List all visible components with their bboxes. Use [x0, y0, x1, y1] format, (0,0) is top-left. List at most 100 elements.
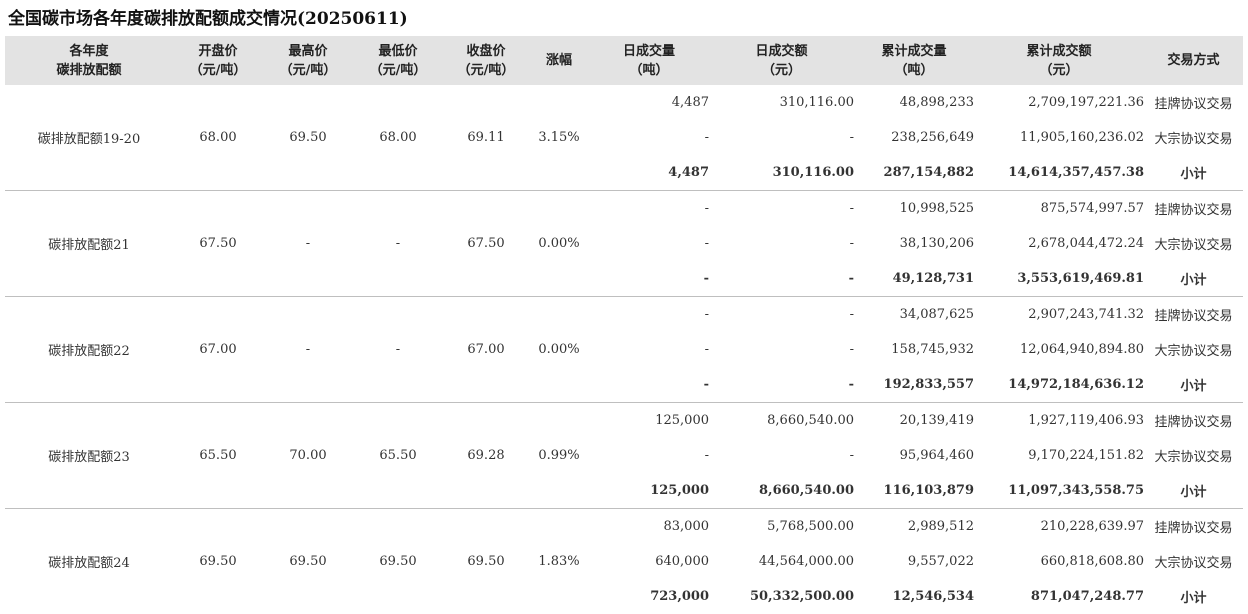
column-header-line: 收盘价 [443, 42, 529, 61]
column-header: 累计成交额（元） [974, 36, 1144, 85]
cumulative-volume-cell: 116,103,879 [854, 473, 974, 509]
cumulative-volume-cell: 95,964,460 [854, 438, 974, 473]
daily-volume-cell: - [589, 191, 709, 227]
column-header-line: 涨幅 [529, 51, 589, 70]
low-price-cell: - [353, 297, 443, 403]
cumulative-amount-cell: 2,907,243,741.32 [974, 297, 1144, 333]
cumulative-volume-cell: 287,154,882 [854, 155, 974, 191]
cumulative-volume-cell: 48,898,233 [854, 85, 974, 120]
high-price-cell: 69.50 [263, 509, 353, 614]
allowance-year-cell: 碳排放配额21 [5, 191, 173, 297]
cumulative-amount-cell: 9,170,224,151.82 [974, 438, 1144, 473]
column-header: 交易方式 [1144, 36, 1243, 85]
close-price-cell: 69.11 [443, 85, 529, 191]
column-header: 开盘价（元/吨） [173, 36, 263, 85]
daily-volume-cell: 125,000 [589, 403, 709, 439]
cumulative-volume-cell: 34,087,625 [854, 297, 974, 333]
cumulative-volume-cell: 20,139,419 [854, 403, 974, 439]
daily-volume-cell: 640,000 [589, 544, 709, 579]
cumulative-volume-cell: 38,130,206 [854, 226, 974, 261]
daily-amount-cell: - [709, 367, 854, 403]
cumulative-amount-cell: 875,574,997.57 [974, 191, 1144, 227]
close-price-cell: 69.50 [443, 509, 529, 614]
close-price-cell: 69.28 [443, 403, 529, 509]
trade-mode-cell: 大宗协议交易 [1144, 226, 1243, 261]
trade-mode-cell: 大宗协议交易 [1144, 120, 1243, 155]
daily-volume-cell: - [589, 261, 709, 297]
open-price-cell: 67.00 [173, 297, 263, 403]
daily-volume-cell: 83,000 [589, 509, 709, 545]
daily-amount-cell: - [709, 120, 854, 155]
daily-volume-cell: - [589, 297, 709, 333]
daily-amount-cell: 8,660,540.00 [709, 473, 854, 509]
daily-amount-cell: - [709, 332, 854, 367]
column-header-line: 碳排放配额 [5, 61, 173, 80]
column-header-line: 日成交额 [709, 42, 854, 61]
open-price-cell: 69.50 [173, 509, 263, 614]
daily-volume-cell: 125,000 [589, 473, 709, 509]
column-header-line: （元） [974, 61, 1144, 80]
daily-volume-cell: - [589, 332, 709, 367]
column-header: 涨幅 [529, 36, 589, 85]
daily-volume-cell: 4,487 [589, 155, 709, 191]
column-header-line: 最高价 [263, 42, 353, 61]
cumulative-amount-cell: 12,064,940,894.80 [974, 332, 1144, 367]
column-header-line: 累计成交额 [974, 42, 1144, 61]
low-price-cell: - [353, 191, 443, 297]
trade-mode-cell: 大宗协议交易 [1144, 438, 1243, 473]
column-header-line: 累计成交量 [854, 42, 974, 61]
cumulative-volume-cell: 2,989,512 [854, 509, 974, 545]
cumulative-amount-cell: 11,905,160,236.02 [974, 120, 1144, 155]
cumulative-volume-cell: 10,998,525 [854, 191, 974, 227]
table-header: 各年度碳排放配额开盘价（元/吨）最高价（元/吨）最低价（元/吨）收盘价（元/吨）… [5, 36, 1243, 85]
daily-volume-cell: - [589, 120, 709, 155]
open-price-cell: 68.00 [173, 85, 263, 191]
open-price-cell: 65.50 [173, 403, 263, 509]
column-header-line: 日成交量 [589, 42, 709, 61]
daily-amount-cell: 8,660,540.00 [709, 403, 854, 439]
cumulative-amount-cell: 1,927,119,406.93 [974, 403, 1144, 439]
column-header-line: （元/吨） [443, 61, 529, 80]
cumulative-amount-cell: 660,818,608.80 [974, 544, 1144, 579]
page-title: 全国碳市场各年度碳排放配额成交情况(20250611) [8, 6, 408, 32]
column-header-line: （元/吨） [173, 61, 263, 80]
high-price-cell: 69.50 [263, 85, 353, 191]
daily-volume-cell: - [589, 367, 709, 403]
cumulative-amount-cell: 871,047,248.77 [974, 579, 1144, 614]
cumulative-volume-cell: 12,546,534 [854, 579, 974, 614]
cumulative-volume-cell: 192,833,557 [854, 367, 974, 403]
cumulative-amount-cell: 14,972,184,636.12 [974, 367, 1144, 403]
column-header-line: 最低价 [353, 42, 443, 61]
close-price-cell: 67.50 [443, 191, 529, 297]
daily-amount-cell: - [709, 297, 854, 333]
daily-volume-cell: - [589, 438, 709, 473]
cumulative-amount-cell: 210,228,639.97 [974, 509, 1144, 545]
cumulative-amount-cell: 2,709,197,221.36 [974, 85, 1144, 120]
change-cell: 3.15% [529, 85, 589, 191]
column-header: 日成交额（元） [709, 36, 854, 85]
daily-amount-cell: 5,768,500.00 [709, 509, 854, 545]
change-cell: 0.00% [529, 191, 589, 297]
trade-mode-cell: 大宗协议交易 [1144, 332, 1243, 367]
column-header-line: （吨） [854, 61, 974, 80]
column-header: 收盘价（元/吨） [443, 36, 529, 85]
allowance-year-cell: 碳排放配额23 [5, 403, 173, 509]
open-price-cell: 67.50 [173, 191, 263, 297]
high-price-cell: - [263, 297, 353, 403]
column-header: 累计成交量（吨） [854, 36, 974, 85]
trade-mode-cell: 挂牌协议交易 [1144, 509, 1243, 545]
close-price-cell: 67.00 [443, 297, 529, 403]
daily-amount-cell: 44,564,000.00 [709, 544, 854, 579]
daily-amount-cell: 310,116.00 [709, 155, 854, 191]
trade-mode-cell: 挂牌协议交易 [1144, 297, 1243, 333]
column-header-line: （元） [709, 61, 854, 80]
trade-mode-cell: 小计 [1144, 367, 1243, 403]
cumulative-volume-cell: 9,557,022 [854, 544, 974, 579]
allowance-year-cell: 碳排放配额19-20 [5, 85, 173, 191]
column-header: 最高价（元/吨） [263, 36, 353, 85]
